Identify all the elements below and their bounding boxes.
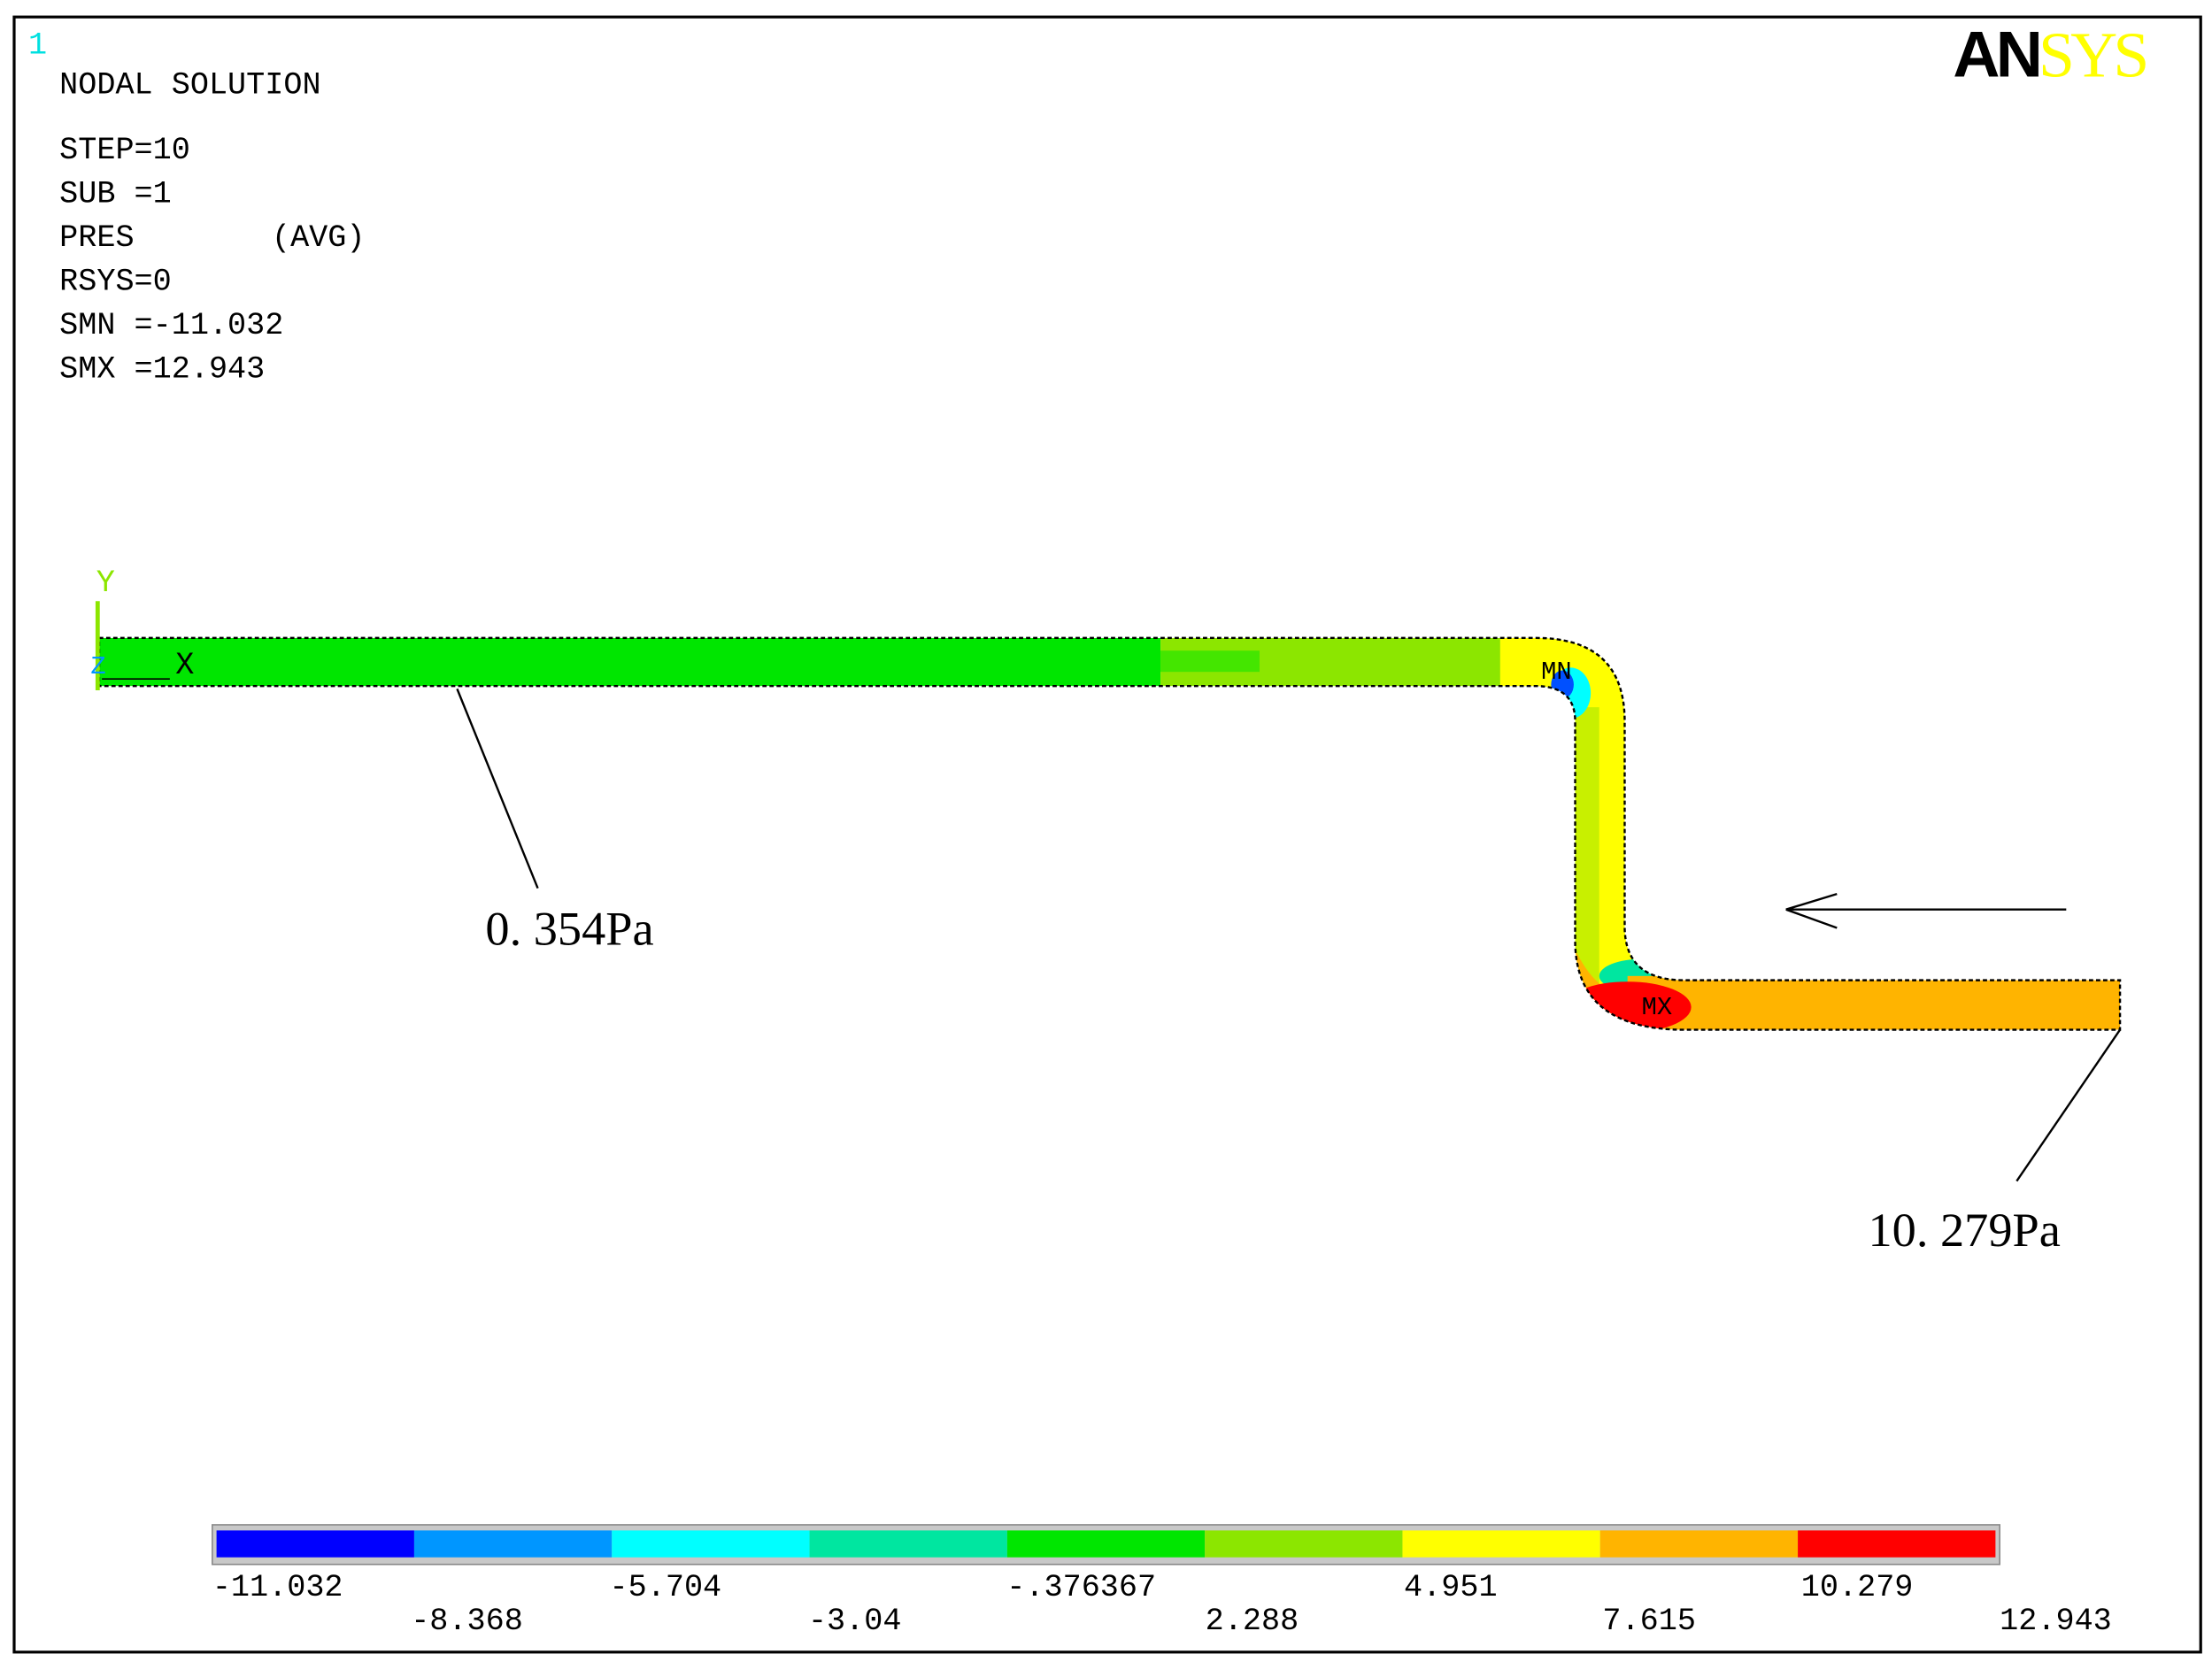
legend-label: -8.368 bbox=[411, 1604, 523, 1639]
legend-color bbox=[1798, 1530, 1996, 1558]
logo-yellow: SYS bbox=[2039, 18, 2146, 90]
info-avg: (AVG) bbox=[272, 220, 366, 256]
legend-label: -5.704 bbox=[610, 1570, 722, 1605]
legend-label: 10.279 bbox=[1801, 1570, 1914, 1605]
min-marker: MN bbox=[1541, 658, 1572, 687]
legend-color bbox=[1402, 1530, 1600, 1558]
info-step: STEP=10 bbox=[59, 133, 190, 168]
info-smn: SMN =-11.032 bbox=[59, 308, 283, 343]
legend-label: 4.951 bbox=[1404, 1570, 1498, 1605]
legend-label: 12.943 bbox=[2000, 1604, 2112, 1639]
pipe-outline bbox=[97, 636, 2122, 1031]
legend-label: -.376367 bbox=[1006, 1570, 1156, 1605]
info-title: NODAL SOLUTION bbox=[59, 67, 320, 103]
info-rsys: RSYS=0 bbox=[59, 265, 172, 300]
legend-label: -11.032 bbox=[212, 1570, 343, 1605]
info-result: PRES bbox=[59, 220, 134, 256]
legend-color bbox=[1205, 1530, 1403, 1558]
legend-label: -3.04 bbox=[808, 1604, 902, 1639]
inlet-annotation: 10. 279Pa bbox=[1868, 1204, 2060, 1257]
legend-color bbox=[612, 1530, 810, 1558]
leader-line bbox=[2015, 1028, 2122, 1182]
info-smx: SMX =12.943 bbox=[59, 352, 265, 388]
frame bbox=[12, 15, 2202, 1654]
info-sub: SUB =1 bbox=[59, 177, 172, 212]
max-marker: MX bbox=[1642, 993, 1673, 1022]
legend: -11.032 -8.368 -5.704 -3.04 -.376367 2.288 4.9… bbox=[212, 1524, 2112, 1639]
legend-label: 2.288 bbox=[1206, 1604, 1299, 1639]
axis-y-label: Y bbox=[96, 566, 115, 601]
flow-arrow bbox=[1785, 892, 2067, 929]
logo-black: AN bbox=[1953, 17, 2039, 90]
outlet-annotation: 0. 354Pa bbox=[485, 903, 653, 956]
axis-x-label: X bbox=[175, 648, 194, 683]
legend-color bbox=[1599, 1530, 1799, 1558]
legend-color bbox=[413, 1530, 613, 1558]
legend-label: 7.615 bbox=[1602, 1604, 1696, 1639]
window-number: 1 bbox=[28, 28, 47, 64]
axis-z-label: Z bbox=[90, 652, 105, 681]
leader-line bbox=[456, 688, 539, 889]
legend-color bbox=[216, 1530, 414, 1558]
legend-color bbox=[1006, 1530, 1206, 1558]
legend-color bbox=[809, 1530, 1007, 1558]
logo: ANSYS bbox=[1953, 17, 2146, 90]
